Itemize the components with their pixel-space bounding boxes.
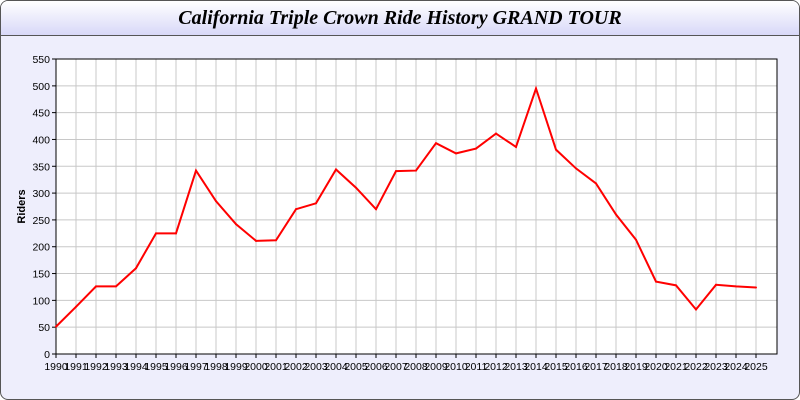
x-tick-label: 1991 xyxy=(64,361,88,373)
y-tick-label: 300 xyxy=(32,188,50,200)
data-point xyxy=(755,286,757,289)
x-tick-label: 2015 xyxy=(544,361,568,373)
x-tick-label: 2023 xyxy=(704,361,728,373)
x-tick-label: 2005 xyxy=(344,361,368,373)
y-tick-label: 100 xyxy=(32,295,50,307)
data-point xyxy=(415,169,417,172)
x-tick-label: 2021 xyxy=(664,361,688,373)
x-tick-label: 2024 xyxy=(724,361,748,373)
data-point xyxy=(175,232,177,235)
data-point xyxy=(595,182,597,185)
y-tick-label: 150 xyxy=(32,269,50,281)
x-tick-label: 2013 xyxy=(504,361,528,373)
x-tick-label: 2007 xyxy=(384,361,408,373)
x-tick-label: 2008 xyxy=(404,361,428,373)
series-line xyxy=(55,85,757,328)
x-tick-label: 1993 xyxy=(104,361,128,373)
x-tick-label: 2003 xyxy=(304,361,328,373)
data-point xyxy=(135,267,137,270)
x-tick-label: 2004 xyxy=(324,361,348,373)
data-point xyxy=(295,208,297,211)
x-tick-label: 2019 xyxy=(624,361,648,373)
data-point xyxy=(655,280,657,283)
x-tick-label: 2016 xyxy=(564,361,588,373)
chart-title: California Triple Crown Ride History GRA… xyxy=(178,7,622,29)
x-tick-label: 1996 xyxy=(164,361,188,373)
data-point xyxy=(75,305,77,308)
data-point xyxy=(235,223,237,226)
data-point xyxy=(455,152,457,155)
y-tick-label: 250 xyxy=(32,215,50,227)
data-point xyxy=(275,239,277,242)
data-point xyxy=(635,238,637,241)
data-point xyxy=(615,213,617,216)
data-point xyxy=(95,285,97,288)
data-point xyxy=(115,285,117,288)
y-tick-label: 50 xyxy=(38,322,50,334)
y-tick-label: 400 xyxy=(32,134,50,146)
x-tick-label: 2010 xyxy=(444,361,468,373)
y-tick-label: 0 xyxy=(44,349,50,361)
x-tick-label: 2022 xyxy=(684,361,708,373)
data-point xyxy=(255,239,257,242)
x-tick-label: 2017 xyxy=(584,361,608,373)
data-point xyxy=(495,132,497,135)
x-tick-label: 1994 xyxy=(124,361,148,373)
y-tick-label: 450 xyxy=(32,108,50,120)
data-point xyxy=(355,186,357,189)
data-point xyxy=(535,87,537,90)
data-point xyxy=(215,200,217,203)
data-point xyxy=(55,325,57,328)
x-tick-label: 2001 xyxy=(264,361,288,373)
data-point xyxy=(335,168,337,171)
x-tick-label: 2014 xyxy=(524,361,548,373)
x-tick-label: 1997 xyxy=(184,361,208,373)
x-tick-label: 2012 xyxy=(484,361,508,373)
data-point xyxy=(155,232,157,235)
data-point xyxy=(195,169,197,172)
x-tick-label: 1998 xyxy=(204,361,228,373)
x-tick-label: 1999 xyxy=(224,361,248,373)
x-tick-label: 2018 xyxy=(604,361,628,373)
x-tick-label: 2025 xyxy=(744,361,768,373)
y-tick-label: 500 xyxy=(32,81,50,93)
data-point xyxy=(555,148,557,151)
data-point xyxy=(575,167,577,170)
x-tick-label: 2011 xyxy=(465,361,488,373)
y-tick-label: 550 xyxy=(32,54,50,66)
data-point xyxy=(735,285,737,288)
title-bar: California Triple Crown Ride History GRA… xyxy=(1,1,799,36)
data-point xyxy=(715,283,717,286)
x-tick-label: 1992 xyxy=(84,361,108,373)
x-tick-label: 2006 xyxy=(364,361,388,373)
plot-border xyxy=(55,58,778,355)
y-tick-label: 200 xyxy=(32,242,50,254)
data-point xyxy=(315,202,317,205)
data-point xyxy=(395,170,397,173)
x-tick-label: 2002 xyxy=(284,361,308,373)
x-tick-label: 2020 xyxy=(644,361,668,373)
x-tick-label: 1995 xyxy=(144,361,168,373)
data-point xyxy=(515,145,517,148)
data-point xyxy=(375,208,377,211)
y-axis-label: Riders xyxy=(16,189,28,223)
data-point xyxy=(435,142,437,145)
data-point xyxy=(475,147,477,150)
data-point xyxy=(695,308,697,311)
data-point xyxy=(675,284,677,287)
y-tick-label: 350 xyxy=(32,161,50,173)
x-tick-label: 2009 xyxy=(424,361,448,373)
x-tick-label: 2000 xyxy=(244,361,268,373)
x-tick-label: 1990 xyxy=(44,361,68,373)
